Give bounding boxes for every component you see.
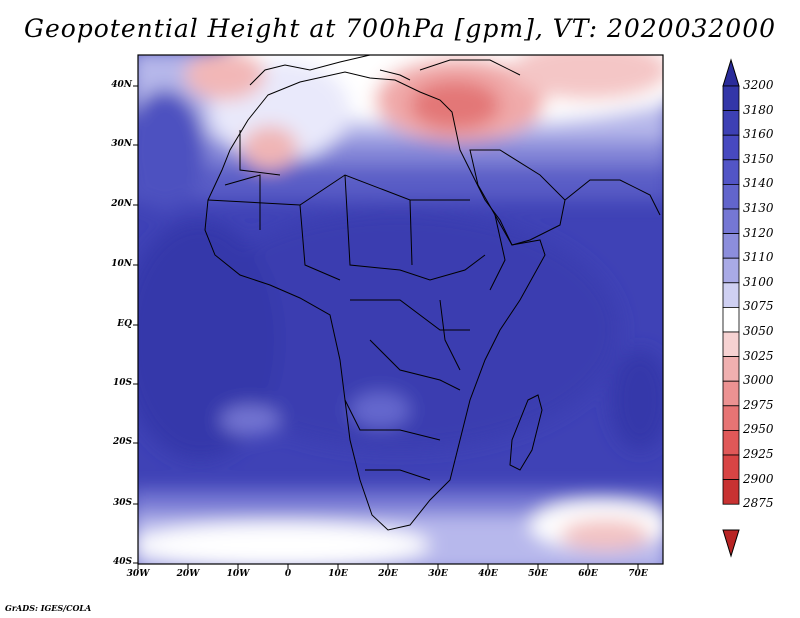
- lat-label-20n: 20N: [111, 199, 132, 209]
- colorbar-label: 3000: [743, 373, 774, 388]
- lat-label-40n: 40N: [111, 80, 132, 90]
- colorbar-cell: [722, 429, 740, 456]
- lat-label-40s: 40S: [112, 557, 132, 567]
- colorbar-label: 3160: [743, 127, 774, 142]
- lon-label-60e: 60E: [578, 569, 598, 579]
- lon-label-50e: 50E: [528, 569, 548, 579]
- colorbar-cell: [722, 85, 740, 112]
- lat-label-eq: EQ: [117, 319, 132, 329]
- colorbar-cell: [722, 356, 740, 382]
- colorbar-label: 3130: [743, 201, 774, 215]
- colorbar-label: 3200: [743, 78, 774, 92]
- lat-label-10s: 10S: [112, 378, 132, 388]
- colorbar-label: 3075: [743, 299, 774, 314]
- colorbar-cell: [722, 233, 740, 259]
- colorbar-label: 3150: [743, 151, 774, 166]
- height-field-shading: [138, 55, 663, 564]
- lat-label-20s: 20S: [112, 437, 132, 447]
- colorbar-label: 3100: [743, 274, 774, 289]
- colorbar-label: 3140: [743, 176, 774, 191]
- colorbar: [722, 58, 740, 558]
- colorbar-cell: [722, 306, 740, 333]
- lon-label-30w: 30W: [126, 569, 150, 579]
- colorbar-label: 3180: [743, 102, 774, 117]
- coastlines: [204, 55, 661, 531]
- colorbar-label: 2925: [743, 447, 774, 461]
- map-title: Geopotential Height at 700hPa [gpm], VT:…: [23, 14, 777, 43]
- colorbar-bottom-triangle: [722, 529, 740, 558]
- lon-label-20e: 20E: [378, 569, 398, 579]
- lon-label-10w: 10W: [226, 569, 250, 579]
- lon-label-40e: 40E: [478, 569, 498, 579]
- lon-label-0: 0: [284, 569, 292, 579]
- colorbar-label: 2975: [743, 397, 774, 412]
- axis-ticks: [133, 85, 639, 569]
- colorbar-label: 2950: [743, 422, 774, 437]
- colorbar-label: 2900: [743, 471, 774, 486]
- colorbar-cell: [722, 454, 740, 481]
- lat-label-10n: 10N: [111, 259, 132, 269]
- lon-label-30e: 30E: [428, 569, 448, 579]
- colorbar-label: 3110: [743, 250, 774, 265]
- colorbar-cell: [722, 208, 740, 235]
- colorbar-cell: [722, 257, 740, 284]
- colorbar-cell: [722, 110, 740, 136]
- colorbar-cell: [722, 159, 740, 185]
- colorbar-cell: [722, 331, 740, 358]
- colorbar-cell: [722, 479, 740, 505]
- colorbar-label: 3050: [743, 324, 774, 338]
- colorbar-cell: [722, 183, 740, 210]
- lon-label-70e: 70E: [628, 569, 648, 579]
- colorbar-cell: [722, 134, 740, 161]
- plot-frame: [137, 54, 664, 565]
- grads-credit: GrADS: IGES/COLA: [5, 603, 92, 613]
- colorbar-label: 3120: [743, 225, 774, 240]
- lat-label-30s: 30S: [112, 498, 132, 508]
- lat-label-30n: 30N: [111, 139, 132, 149]
- colorbar-cell: [722, 405, 740, 431]
- colorbar-cell: [722, 282, 740, 308]
- colorbar-label: 2875: [743, 496, 774, 511]
- colorbar-label: 3025: [743, 348, 774, 363]
- colorbar-cell: [722, 380, 740, 407]
- lon-label-20w: 20W: [176, 569, 200, 579]
- colorbar-top-triangle: [722, 58, 740, 87]
- lon-label-10e: 10E: [328, 569, 348, 579]
